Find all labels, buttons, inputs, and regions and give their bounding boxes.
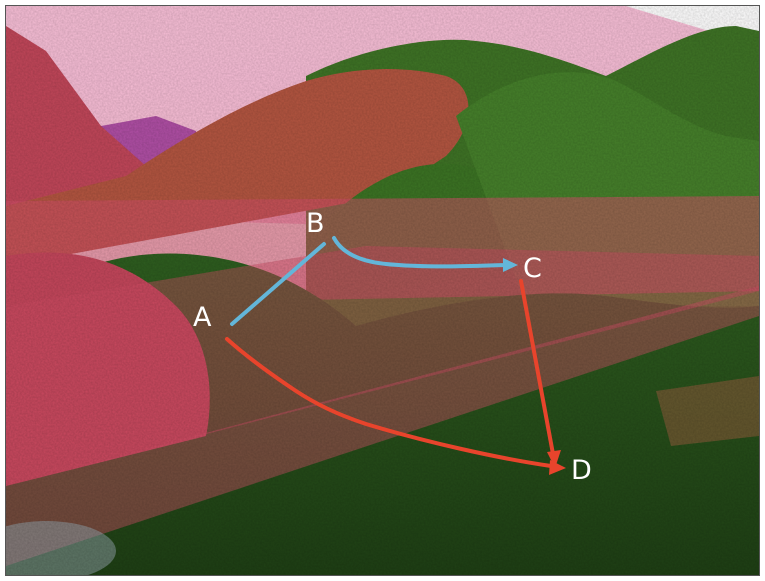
point-label-b: B	[306, 208, 325, 239]
arrowhead-d-from-c	[547, 450, 561, 468]
path-b-to-c	[332, 236, 508, 269]
arrowhead-c	[503, 258, 518, 272]
path-a-to-b	[230, 242, 326, 326]
path-a-to-d	[225, 337, 553, 468]
terrain-scene: A B C D	[6, 6, 759, 575]
texture-overlay	[6, 6, 759, 575]
point-label-d: D	[571, 455, 592, 486]
point-label-c: C	[523, 253, 542, 284]
path-c-to-d	[519, 279, 555, 456]
point-label-a: A	[193, 302, 212, 333]
terrain-illustration-frame: A B C D	[5, 5, 760, 576]
